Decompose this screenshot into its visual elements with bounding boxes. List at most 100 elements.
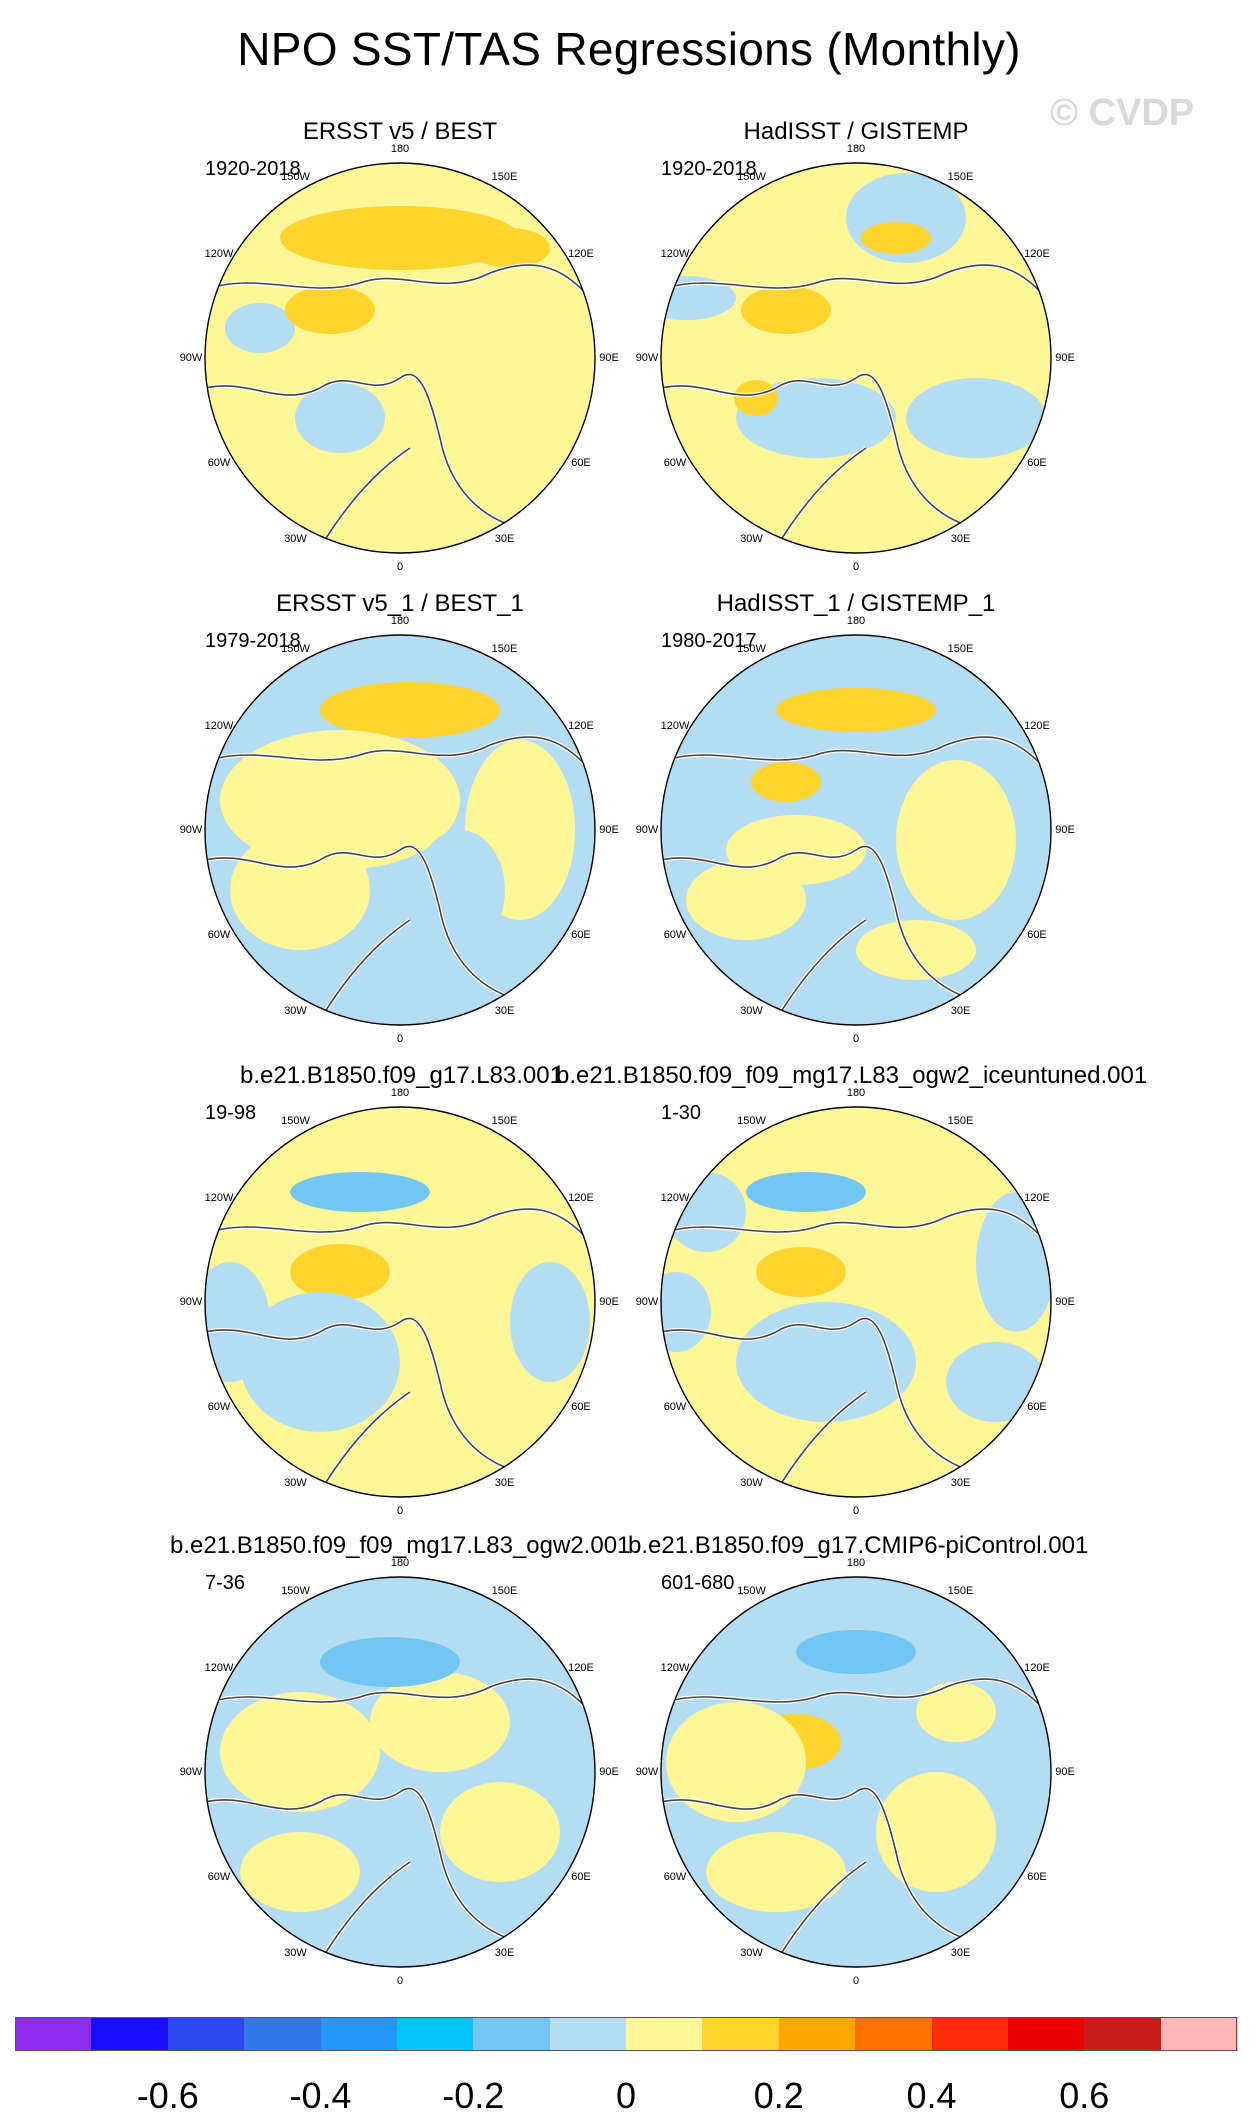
- colorbar-swatch: [320, 2017, 398, 2051]
- longitude-tick-label: 0: [396, 1505, 404, 1517]
- longitude-tick-label: 180: [390, 1557, 410, 1569]
- panel-year-range: 1979-2018: [205, 630, 301, 652]
- panel-title: b.e21.B1850.f09_f09_mg17.L83_ogw2_iceunt…: [556, 1062, 1148, 1089]
- anomaly-region: [320, 1637, 460, 1687]
- coastline: [661, 736, 1047, 1021]
- colorbar-tick-label: -0.4: [289, 2075, 352, 2116]
- longitude-tick-label: 90W: [179, 824, 203, 836]
- panel-title: HadISST_1 / GISTEMP_1: [716, 590, 996, 617]
- longitude-tick-label: 60W: [663, 1870, 687, 1883]
- longitude-tick-label: 120E: [1024, 719, 1050, 732]
- panel-year-range: 1980-2017: [661, 630, 757, 652]
- anomaly-region: [661, 276, 736, 320]
- longitude-tick-label: 90E: [599, 352, 619, 364]
- colorbar-swatch: [931, 2017, 1009, 2051]
- longitude-tick-label: 150W: [281, 643, 310, 655]
- longitude-tick-label: 150E: [491, 643, 518, 655]
- anomaly-region: [756, 1247, 846, 1297]
- longitude-tick-label: 30W: [284, 532, 307, 545]
- map-boundary: [204, 634, 596, 1026]
- longitude-tick-label: 60W: [207, 456, 231, 469]
- polar-map: [660, 162, 1052, 554]
- longitude-tick-label: 90E: [1055, 1296, 1075, 1308]
- colorbar-swatch: [702, 2017, 780, 2051]
- colorbar-swatch: [91, 2017, 169, 2051]
- longitude-tick-label: 30E: [494, 1946, 515, 1959]
- longitude-tick-label: 180: [390, 615, 410, 627]
- longitude-tick-label: 0: [852, 1505, 860, 1517]
- anomaly-region: [290, 1172, 430, 1212]
- colorbar-swatch: [778, 2017, 856, 2051]
- coastline: [661, 1208, 1047, 1493]
- longitude-tick-label: 30W: [284, 1004, 307, 1017]
- longitude-tick-label: 30E: [494, 1004, 515, 1017]
- anomaly-region: [751, 762, 821, 802]
- panel-title: ERSST v5_1 / BEST_1: [276, 590, 524, 617]
- longitude-tick-label: 30W: [284, 1476, 307, 1489]
- polar-map: [204, 162, 596, 554]
- longitude-tick-label: 60E: [1027, 456, 1047, 469]
- colorbar-frame: [15, 2017, 1237, 2051]
- longitude-tick-label: 150E: [947, 1115, 974, 1127]
- longitude-tick-label: 90W: [179, 1766, 203, 1778]
- map-boundary: [660, 634, 1052, 1026]
- panel-year-range: 1-30: [661, 1102, 702, 1124]
- anomaly-region: [290, 1244, 390, 1300]
- anomaly-region: [796, 1630, 916, 1674]
- longitude-tick-label: 30E: [950, 1004, 971, 1017]
- longitude-tick-label: 180: [846, 1557, 866, 1569]
- longitude-tick-label: 60E: [571, 928, 591, 941]
- coastline: [661, 1678, 1047, 1963]
- panel-year-range: 601-680: [661, 1572, 735, 1594]
- longitude-tick-label: 150E: [491, 171, 518, 183]
- colorbar-swatch: [15, 2017, 92, 2051]
- longitude-tick-label: 60W: [207, 1400, 231, 1413]
- longitude-tick-label: 60E: [1027, 1870, 1047, 1883]
- longitude-tick-label: 0: [396, 561, 404, 573]
- anomaly-region: [746, 1172, 866, 1212]
- anomaly-region: [686, 860, 806, 940]
- longitude-tick-label: 30E: [494, 532, 515, 545]
- longitude-tick-label: 60E: [1027, 928, 1047, 941]
- longitude-tick-label: 30E: [950, 1946, 971, 1959]
- polar-map: [204, 1576, 596, 1968]
- anomaly-region: [295, 383, 385, 453]
- longitude-tick-label: 0: [852, 1975, 860, 1987]
- longitude-tick-label: 120W: [660, 247, 690, 260]
- longitude-tick-label: 120W: [204, 1661, 234, 1674]
- longitude-tick-label: 0: [396, 1975, 404, 1987]
- map-boundary: [204, 1576, 596, 1968]
- longitude-tick-label: 180: [390, 1087, 410, 1099]
- longitude-tick-label: 90W: [179, 1296, 203, 1308]
- colorbar-swatch: [1084, 2017, 1162, 2051]
- colorbar-tick-label: -0.2: [442, 2075, 505, 2116]
- longitude-tick-label: 30E: [950, 1476, 971, 1489]
- anomaly-region: [741, 286, 831, 334]
- longitude-tick-label: 150E: [491, 1585, 518, 1597]
- anomaly-region: [734, 380, 778, 416]
- longitude-tick-label: 150W: [281, 171, 310, 183]
- colorbar-tick-label: 0: [615, 2075, 637, 2116]
- coastline: [205, 264, 591, 549]
- longitude-tick-label: 30W: [284, 1946, 307, 1959]
- longitude-tick-label: 150W: [281, 1115, 310, 1127]
- longitude-tick-label: 120W: [204, 247, 234, 260]
- colorbar-tick-label: 0.2: [753, 2075, 804, 2116]
- anomaly-region: [440, 1782, 560, 1882]
- anomaly-region: [370, 1672, 510, 1772]
- longitude-tick-label: 90W: [635, 352, 659, 364]
- longitude-tick-label: 150W: [737, 171, 766, 183]
- longitude-tick-label: 60E: [1027, 1400, 1047, 1413]
- anomaly-region: [205, 1262, 270, 1382]
- longitude-tick-label: 90E: [1055, 824, 1075, 836]
- longitude-tick-label: 90W: [635, 1766, 659, 1778]
- panel-title: ERSST v5 / BEST: [302, 118, 498, 145]
- anomaly-region: [225, 303, 295, 353]
- longitude-tick-label: 150W: [737, 1585, 766, 1597]
- coastline: [205, 1678, 591, 1963]
- longitude-tick-label: 90W: [635, 1296, 659, 1308]
- longitude-tick-label: 60W: [663, 1400, 687, 1413]
- panel-title: b.e21.B1850.f09_g17.CMIP6-piControl.001: [628, 1532, 1089, 1559]
- longitude-tick-label: 90E: [599, 1766, 619, 1778]
- longitude-tick-label: 120W: [660, 1661, 690, 1674]
